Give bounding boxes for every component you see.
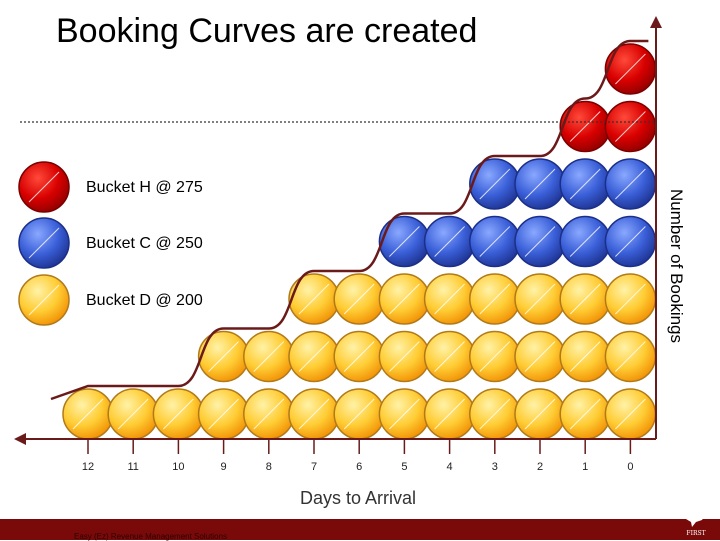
booking-curve	[50, 39, 649, 401]
bucket-d-booking-highlight	[569, 283, 601, 315]
bucket-h-booking-highlight	[615, 53, 646, 85]
x-tick-label: 2	[536, 461, 544, 473]
bucket-d-booking-highlight	[253, 398, 285, 430]
bucket-d-booking-highlight	[163, 398, 194, 430]
x-axis-arrow	[14, 433, 26, 445]
bucket-d-booking-highlight	[253, 341, 285, 372]
x-tick-label: 9	[220, 461, 227, 473]
x-tick-label: 11	[127, 461, 139, 473]
bucket-d-booking-highlight	[569, 341, 601, 372]
bucket-d-booking-highlight	[389, 398, 420, 430]
x-tick-label: 6	[356, 461, 363, 473]
legend-label-c: Bucket C @ 250	[86, 235, 203, 252]
bucket-h-booking-highlight	[615, 111, 646, 142]
bucket-d-booking-highlight	[298, 283, 330, 315]
legend-ball-d-highlight	[28, 284, 60, 316]
bucket-d-booking-highlight	[208, 341, 239, 372]
bucket-d-booking-highlight	[615, 341, 646, 372]
bucket-c-booking-highlight	[479, 226, 511, 257]
bucket-d-booking-highlight	[298, 398, 330, 430]
bucket-d-booking-highlight	[389, 283, 420, 315]
x-tick-label: 12	[81, 461, 95, 473]
logo-text: FIRST	[686, 530, 706, 537]
x-tick-label: 1	[582, 461, 589, 473]
bucket-d-booking-highlight	[524, 398, 556, 430]
bucket-d-booking-highlight	[434, 398, 465, 430]
legend-label-d: Bucket D @ 200	[86, 292, 203, 309]
footer-text: Easy (Ez) Revenue Management Solutions	[74, 532, 227, 541]
x-tick-label: 4	[446, 461, 453, 473]
bucket-d-booking-highlight	[479, 398, 511, 430]
footer-bar	[0, 519, 720, 540]
legend-label-h: Bucket H @ 275	[86, 179, 203, 196]
bucket-d-booking-highlight	[343, 398, 375, 430]
bucket-d-booking-highlight	[72, 398, 104, 430]
bucket-c-booking-highlight	[615, 226, 646, 257]
bucket-c-booking-highlight	[389, 226, 420, 257]
bucket-c-booking-highlight	[434, 226, 465, 257]
x-tick-label: 3	[491, 461, 498, 473]
x-axis-label: Days to Arrival	[299, 488, 417, 508]
bucket-d-booking-highlight	[479, 341, 511, 372]
bucket-d-booking-highlight	[524, 283, 556, 315]
x-tick-label: 8	[265, 461, 272, 473]
bucket-c-booking-highlight	[569, 226, 601, 257]
page-title: Booking Curves are created	[56, 12, 478, 50]
bucket-c-booking-highlight	[524, 226, 556, 257]
bucket-h-booking-highlight	[569, 111, 601, 142]
legend-ball-h-highlight	[28, 171, 60, 203]
bucket-c-booking-highlight	[615, 168, 646, 200]
x-tick-label: 10	[172, 461, 185, 473]
bucket-d-booking-highlight	[615, 283, 646, 315]
y-axis-arrow	[650, 16, 662, 28]
bucket-d-booking-highlight	[615, 398, 646, 430]
bucket-d-booking-highlight	[524, 341, 556, 372]
bucket-d-booking-highlight	[434, 283, 465, 315]
bucket-c-booking-highlight	[479, 168, 511, 200]
y-axis-label: Number of Bookings	[667, 188, 686, 344]
bucket-d-booking-highlight	[343, 341, 375, 372]
bucket-d-booking-highlight	[208, 398, 239, 430]
x-tick-label: 7	[310, 461, 318, 473]
legend-ball-c-highlight	[28, 227, 60, 259]
bucket-d-booking-highlight	[434, 341, 465, 372]
bucket-d-booking-highlight	[117, 398, 149, 430]
x-tick-label: 5	[401, 461, 408, 473]
bucket-d-booking-highlight	[389, 341, 420, 372]
x-tick-label: 0	[627, 461, 634, 473]
bird-logo-icon	[686, 514, 706, 527]
bucket-d-booking-highlight	[569, 398, 601, 430]
bucket-c-booking-highlight	[524, 168, 556, 200]
bucket-d-booking-highlight	[343, 283, 375, 315]
bucket-d-booking-highlight	[298, 341, 330, 372]
bucket-d-booking-highlight	[479, 283, 511, 315]
bucket-c-booking-highlight	[569, 168, 601, 200]
